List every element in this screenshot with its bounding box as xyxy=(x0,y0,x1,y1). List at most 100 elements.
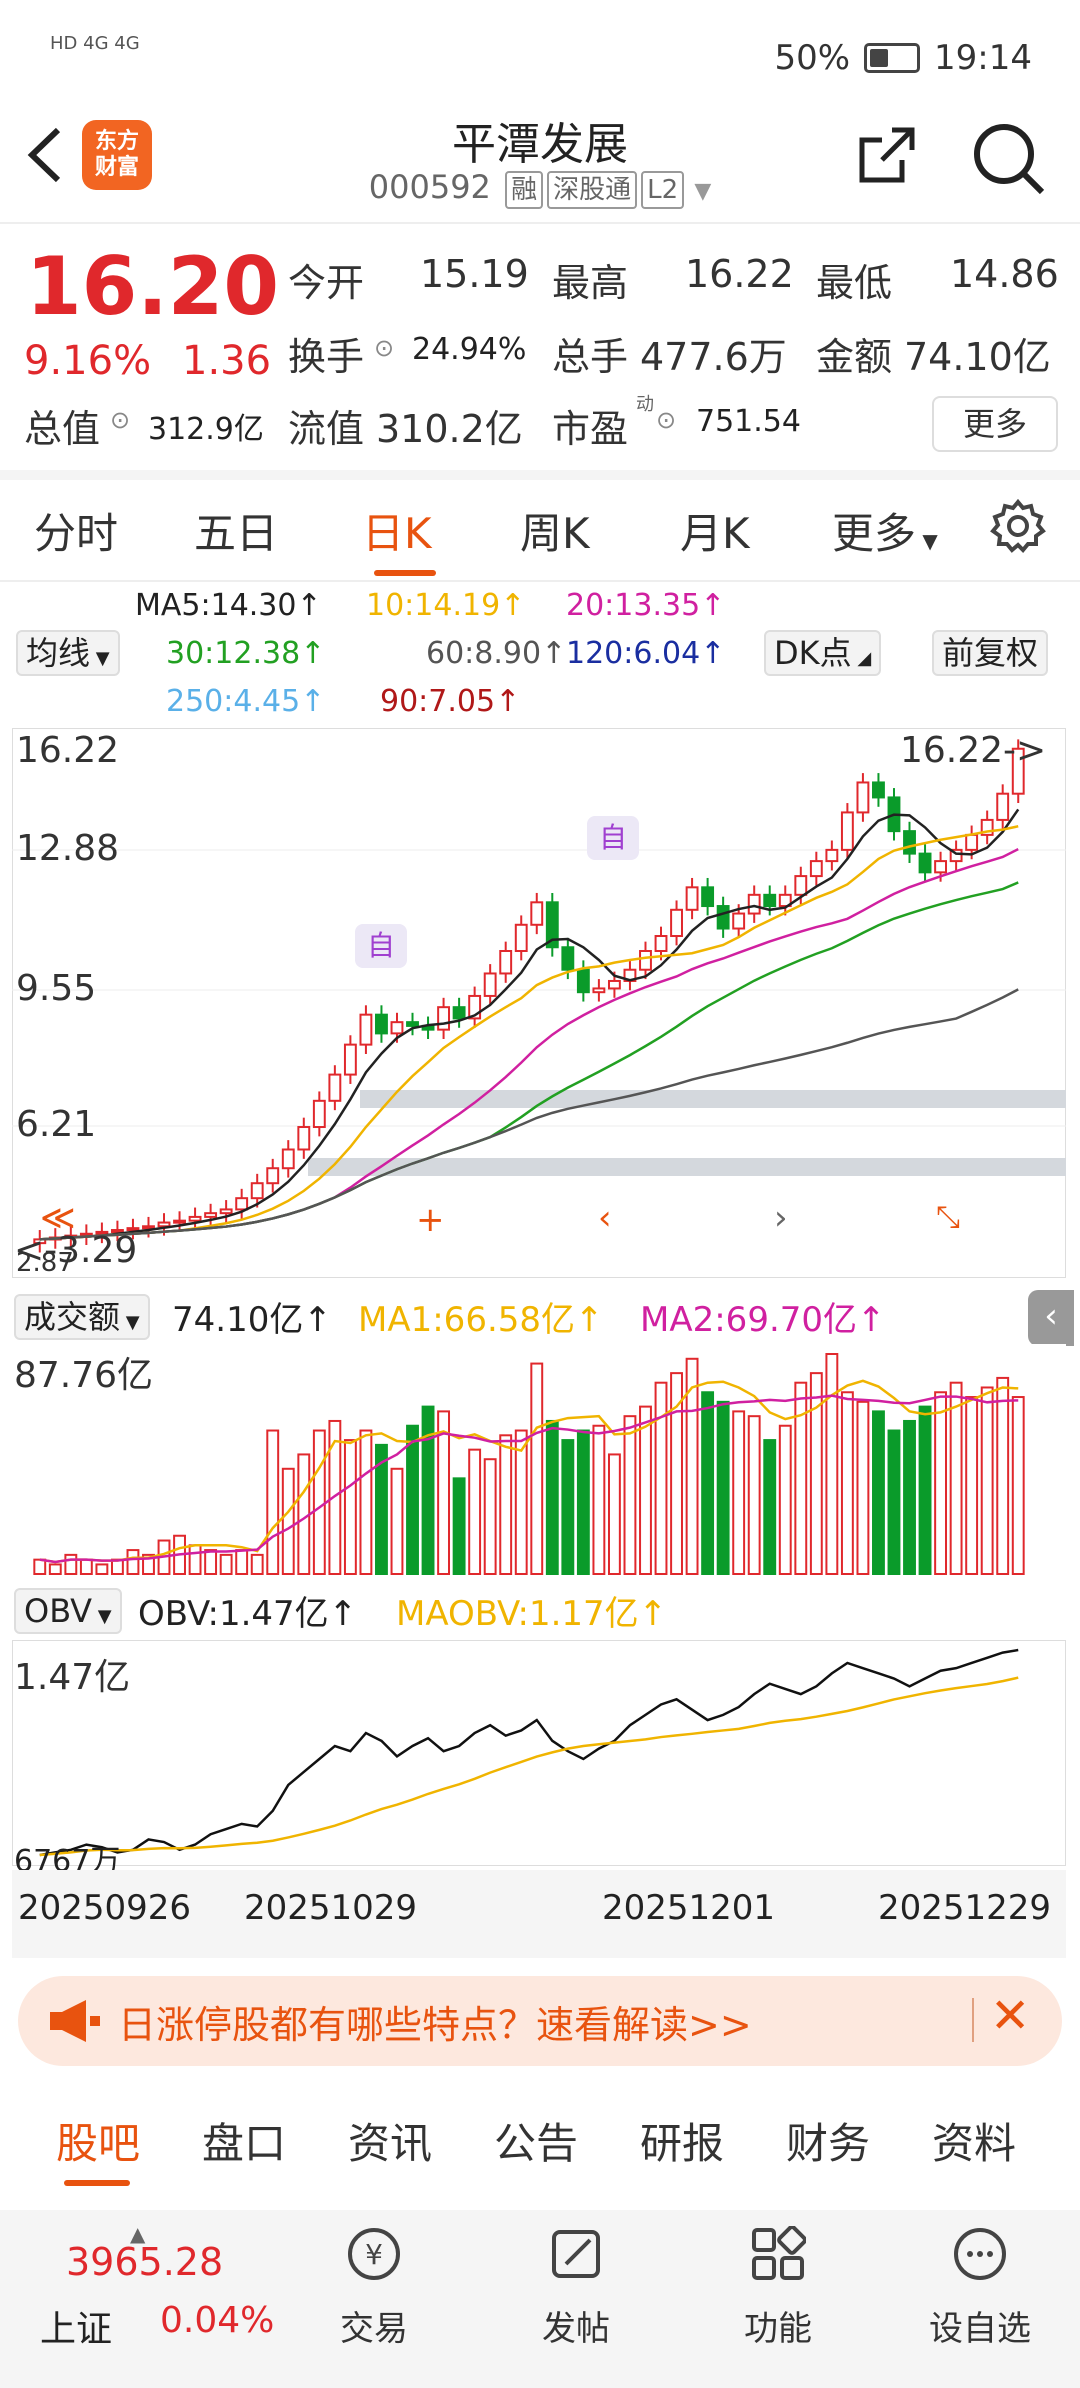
tab-profile[interactable]: 资料 xyxy=(932,2119,1017,2168)
tab-intraday[interactable]: 分时 xyxy=(34,509,119,558)
candle-body xyxy=(235,1197,249,1211)
volume-bar xyxy=(856,1400,870,1576)
index-value[interactable]: 3965.28 xyxy=(66,2240,224,2284)
close-icon[interactable]: ✕ xyxy=(990,1988,1031,2044)
candle-body xyxy=(437,1006,451,1031)
ma120-label: 120:6.04↑ xyxy=(566,636,726,671)
float-value: 310.2亿 xyxy=(376,407,523,451)
volume-bar xyxy=(281,1467,295,1575)
promo-banner[interactable]: 日涨停股都有哪些特点？速看解读>> ✕ xyxy=(18,1976,1062,2066)
dk-point-select[interactable]: DK点 ◢ xyxy=(764,630,882,676)
prev-icon[interactable]: ‹ xyxy=(598,1198,612,1238)
tab-daily-k[interactable]: 日K xyxy=(362,509,432,558)
kline-svg xyxy=(11,727,1067,1279)
adjust-select[interactable]: 前复权 xyxy=(932,630,1049,676)
settings-button[interactable] xyxy=(990,498,1046,558)
info-icon[interactable]: ⊙ xyxy=(110,406,131,434)
candle-body xyxy=(173,1219,186,1224)
volume-bar xyxy=(670,1372,683,1576)
bottom-nav: ▲ 3965.28 上证 0.04% ¥ 交易 发帖 功能 设自选 xyxy=(0,2210,1080,2388)
edit-icon xyxy=(552,2230,600,2278)
volume-bar xyxy=(903,1419,916,1575)
zoom-in-icon[interactable]: + xyxy=(416,1200,445,1240)
tab-forum[interactable]: 股吧 xyxy=(56,2119,141,2168)
back-button[interactable] xyxy=(22,120,66,205)
candle-body xyxy=(965,833,979,851)
tab-financials[interactable]: 财务 xyxy=(786,2119,871,2168)
open-value: 15.19 xyxy=(420,252,529,296)
tab-weekly-k[interactable]: 周K xyxy=(520,509,590,558)
ma-line xyxy=(39,825,1019,1241)
candle-body xyxy=(390,1021,404,1035)
volume-ma1: MA1:66.58亿↑ xyxy=(358,1300,604,1340)
caret-up-icon: ▲ xyxy=(130,2222,146,2246)
tab-news[interactable]: 资讯 xyxy=(348,2119,433,2168)
tab-order-book[interactable]: 盘口 xyxy=(202,2119,287,2168)
volume-svg xyxy=(12,1344,1066,1576)
volume-bar xyxy=(840,1391,854,1576)
pe-label: 市盈 xyxy=(552,407,629,451)
ma250-label: 250:4.45↑ xyxy=(166,684,326,719)
ma5-label: MA5:14.30↑ xyxy=(135,588,322,623)
volume-bar xyxy=(794,1381,808,1576)
candle-body xyxy=(825,848,839,863)
caret-down-icon[interactable]: ▼ xyxy=(694,179,712,204)
ma20-label: 20:13.35↑ xyxy=(566,588,726,623)
more-stats-button[interactable]: 更多 xyxy=(932,396,1058,452)
nav-trade[interactable]: ¥ 交易 xyxy=(304,2226,444,2350)
collapse-panel-button[interactable]: ‹ xyxy=(1028,1290,1074,1346)
volume-bar xyxy=(64,1553,78,1576)
index-name[interactable]: 上证 xyxy=(40,2309,113,2350)
search-icon xyxy=(974,124,1045,195)
svg-text:¥: ¥ xyxy=(365,2238,383,2271)
nav-functions[interactable]: 功能 xyxy=(708,2225,848,2350)
info-icon[interactable]: ⊙ xyxy=(374,334,395,362)
marker-self[interactable]: 自 xyxy=(587,816,639,860)
candle-body xyxy=(980,818,994,836)
volume-bar xyxy=(421,1405,435,1576)
obv-value: OBV:1.47亿↑ xyxy=(138,1594,358,1634)
tab-more[interactable]: 更多 ▼ xyxy=(832,509,938,558)
marker-self[interactable]: 自 xyxy=(355,924,407,968)
info-icon[interactable]: ⊙ xyxy=(656,406,677,434)
volume-bar xyxy=(468,1448,482,1575)
yuan-icon: ¥ xyxy=(348,2228,400,2280)
date-label: 20250926 xyxy=(18,1888,192,1928)
ma-line xyxy=(39,808,1020,1241)
volume-bar xyxy=(732,1410,746,1575)
max-price-note: 16.22-> xyxy=(900,730,1047,771)
next-icon[interactable]: › xyxy=(774,1198,788,1238)
volume-bar xyxy=(778,1424,792,1575)
tab-announcements[interactable]: 公告 xyxy=(494,2119,579,2168)
ma10-label: 10:14.19↑ xyxy=(366,588,526,623)
share-icon xyxy=(859,127,915,183)
volume-bar xyxy=(1011,1396,1025,1576)
kline-chart[interactable]: 16.22 12.88 9.55 6.21 2.87 16.22-> <-3.2… xyxy=(11,727,1067,1279)
divider xyxy=(0,222,1080,224)
scroll-left-icon[interactable]: ≪ xyxy=(40,1198,76,1238)
ma-select[interactable]: 均线 ▼ xyxy=(16,630,120,676)
obv-select[interactable]: OBV ▼ xyxy=(14,1588,122,1634)
expand-icon[interactable]: ⤡ xyxy=(936,1200,960,1235)
candle-body xyxy=(732,912,746,930)
volume-bar xyxy=(188,1544,202,1576)
obv-line xyxy=(39,1648,1019,1857)
candle-body xyxy=(33,1238,47,1245)
tab-monthly-k[interactable]: 月K xyxy=(680,509,750,558)
candle-body xyxy=(996,792,1010,821)
date-axis: 20250926 20251029 20251201 20251229 xyxy=(12,1870,1066,1958)
app-logo: 东方 财富 xyxy=(82,120,152,190)
volume-select[interactable]: 成交额 ▼ xyxy=(14,1294,150,1340)
share-button[interactable] xyxy=(852,120,922,190)
volume-ma-line xyxy=(39,1394,1019,1564)
candle-body xyxy=(250,1182,264,1200)
date-label: 20251201 xyxy=(602,1888,776,1928)
search-button[interactable] xyxy=(970,120,1045,195)
nav-add-watchlist[interactable]: 设自选 xyxy=(910,2226,1050,2350)
index-change[interactable]: 0.04% xyxy=(160,2300,275,2341)
candle-body xyxy=(809,860,823,878)
tab-research[interactable]: 研报 xyxy=(640,2119,725,2168)
nav-post[interactable]: 发帖 xyxy=(506,2226,646,2350)
tab-five-day[interactable]: 五日 xyxy=(194,509,279,558)
status-bar: HD 4G 4G 50% 19:14 xyxy=(0,0,1080,110)
